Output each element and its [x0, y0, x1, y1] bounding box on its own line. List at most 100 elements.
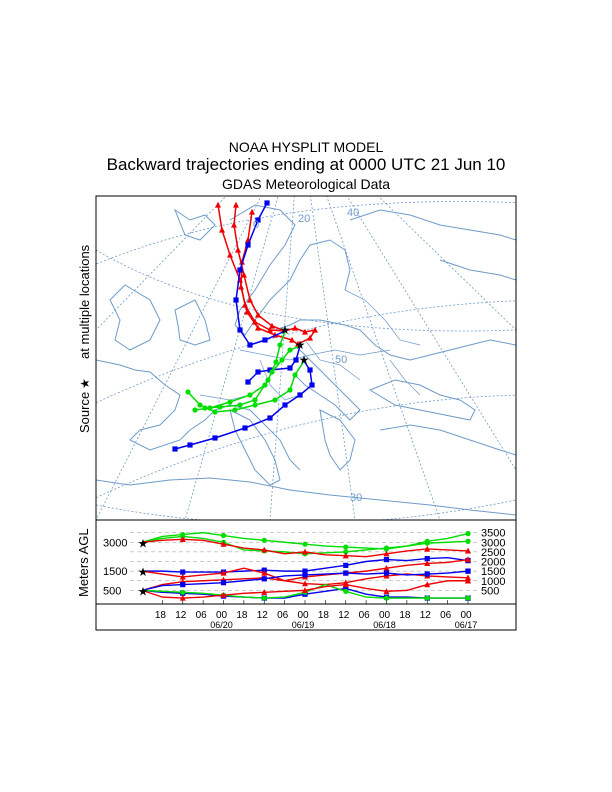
date-label: 06/20 — [210, 620, 233, 630]
height-point — [262, 337, 268, 343]
time-tick-label: 12 — [175, 610, 187, 621]
height-point — [465, 547, 471, 554]
height-point — [343, 585, 349, 592]
time-axis-border — [95, 603, 517, 631]
height-point — [261, 576, 267, 582]
height-right-label: 1500 — [481, 566, 505, 578]
height-point — [261, 546, 268, 553]
height-point — [383, 545, 390, 551]
height-right-label: 3500 — [481, 528, 505, 540]
height-point — [252, 318, 258, 325]
height-point — [237, 402, 243, 408]
height-point — [220, 580, 227, 586]
height-point — [255, 369, 261, 375]
map-ylabel: Source ★ at multiple locations — [77, 244, 92, 433]
height-point — [227, 251, 233, 258]
trajectory — [231, 201, 286, 332]
time-tick-label: 00 — [297, 610, 309, 621]
height-point — [233, 297, 239, 303]
height-point — [277, 342, 283, 348]
time-tick-label: 12 — [257, 610, 269, 621]
source-star-icon: ★ — [295, 338, 306, 352]
height-point — [265, 377, 271, 383]
height-point — [220, 591, 227, 598]
height-point — [343, 544, 349, 550]
height-right-label: 2500 — [481, 547, 505, 559]
height-point — [383, 550, 390, 557]
height-point — [302, 328, 308, 335]
height-point — [231, 221, 237, 228]
height-point — [252, 402, 258, 408]
height-point — [252, 397, 258, 403]
height-point — [180, 582, 186, 588]
height-point — [312, 326, 318, 333]
height-point — [302, 548, 308, 555]
height-point — [267, 415, 273, 421]
height-left-labels: 3000 ★ 1500 ★ 500 ★ — [103, 536, 148, 598]
height-point — [302, 572, 308, 578]
height-point — [180, 589, 186, 595]
lon-label: 20 — [298, 213, 310, 225]
lat-label: 30 — [350, 492, 362, 504]
height-point — [424, 595, 430, 601]
height-point — [247, 392, 253, 398]
time-tick-label: 06 — [359, 610, 371, 621]
height-point — [293, 357, 299, 363]
height-point — [297, 392, 303, 398]
height-point — [261, 595, 267, 601]
date-label: 06/17 — [455, 620, 478, 630]
time-tick-label: 00 — [379, 610, 391, 621]
time-tick-label: 12 — [338, 610, 350, 621]
height-point — [343, 562, 349, 568]
height-point — [424, 556, 430, 562]
graticule-labels: 0 20 40 50 30 — [253, 207, 362, 504]
date-label: 06/19 — [292, 620, 315, 630]
height-point — [245, 379, 251, 385]
height-point — [343, 588, 349, 594]
trajectory — [172, 360, 315, 452]
height-point — [465, 568, 471, 574]
time-tick-label: 06 — [196, 610, 208, 621]
height-point — [465, 595, 471, 601]
trajectory-paths — [172, 200, 318, 452]
height-point — [255, 324, 261, 331]
height-point — [424, 545, 431, 552]
height-point — [172, 446, 178, 452]
height-right-label: 1000 — [481, 576, 505, 588]
height-point — [282, 402, 288, 408]
height-point — [212, 409, 218, 415]
map-content: ★ ★ ★ — [96, 196, 516, 520]
height-panel: 3000 ★1500 ★500 ★ 3500300025002000150010005… — [76, 519, 517, 605]
time-tick-label: 18 — [318, 610, 330, 621]
time-tick-label: 06 — [440, 610, 452, 621]
height-point — [267, 326, 273, 333]
height-series-group — [141, 568, 471, 592]
height-left-label: 3000 — [103, 537, 127, 549]
height-point — [227, 399, 233, 405]
height-point — [302, 541, 308, 547]
height-point — [179, 536, 186, 542]
height-point — [247, 296, 253, 303]
height-point — [424, 581, 431, 588]
height-point — [383, 556, 390, 563]
height-point — [261, 537, 267, 543]
height-left-label: 1500 — [103, 566, 127, 578]
height-series-group — [141, 577, 471, 601]
trajectory — [245, 345, 301, 385]
height-point — [237, 267, 243, 273]
chart-model-title: NOAA HYSPLIT MODEL — [228, 139, 384, 155]
height-point — [179, 573, 186, 580]
height-point — [255, 311, 261, 318]
height-point — [424, 540, 430, 546]
height-point — [309, 382, 315, 388]
height-point — [307, 367, 313, 373]
height-point — [245, 242, 251, 248]
height-point — [273, 359, 279, 365]
source-markers: ★ ★ ★ — [280, 323, 310, 367]
longitude-lines — [96, 196, 516, 520]
time-tick-label: 00 — [460, 610, 472, 621]
height-point — [220, 532, 227, 539]
map-background — [96, 196, 516, 520]
